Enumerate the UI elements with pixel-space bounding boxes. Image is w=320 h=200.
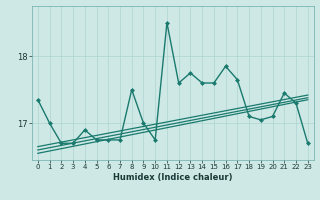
X-axis label: Humidex (Indice chaleur): Humidex (Indice chaleur) — [113, 173, 233, 182]
